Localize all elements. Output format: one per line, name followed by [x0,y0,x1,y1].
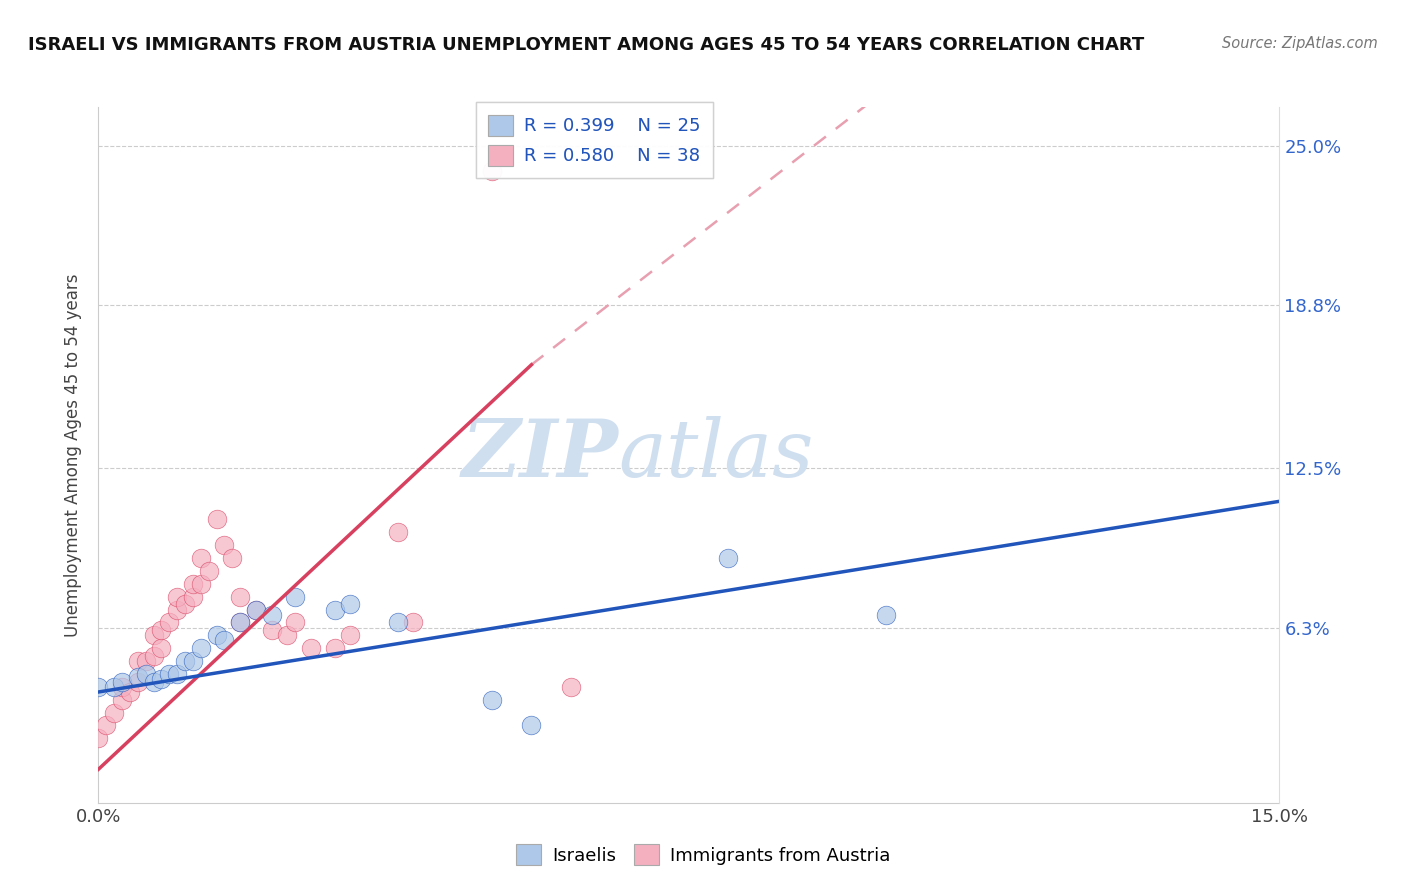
Point [229,615,252,630]
Point [205,628,228,642]
Point [166,590,188,604]
Point [190,576,212,591]
Point [87,731,110,746]
Point [127,669,149,683]
Point [323,602,346,616]
Point [150,623,173,637]
Point [157,615,180,630]
Point [214,538,236,552]
Point [111,692,134,706]
Text: Source: ZipAtlas.com: Source: ZipAtlas.com [1222,36,1378,51]
Point [127,654,149,668]
Point [481,164,503,178]
Point [260,623,283,637]
Point [284,590,307,604]
Y-axis label: Unemployment Among Ages 45 to 54 years: Unemployment Among Ages 45 to 54 years [65,273,83,637]
Point [481,692,503,706]
Point [181,590,204,604]
Point [181,654,204,668]
Point [150,672,173,686]
Point [520,718,543,732]
Point [157,667,180,681]
Point [111,674,134,689]
Point [190,641,212,656]
Point [387,525,409,540]
Point [717,551,740,566]
Point [229,590,252,604]
Point [276,628,298,642]
Point [142,628,165,642]
Point [111,680,134,694]
Point [142,648,165,663]
Point [245,602,267,616]
Point [387,615,409,630]
Point [214,633,236,648]
Point [96,718,118,732]
Point [402,615,425,630]
Point [245,602,267,616]
Point [560,680,582,694]
Point [284,615,307,630]
Point [135,667,157,681]
Legend: R = 0.399    N = 25, R = 0.580    N = 38: R = 0.399 N = 25, R = 0.580 N = 38 [475,103,713,178]
Point [205,512,228,526]
Point [221,551,243,566]
Point [260,607,283,622]
Point [323,641,346,656]
Point [166,667,188,681]
Point [103,706,125,720]
Point [103,680,125,694]
Point [142,674,165,689]
Point [150,641,173,656]
Point [339,628,361,642]
Point [127,674,149,689]
Point [339,598,361,612]
Point [190,551,212,566]
Text: atlas: atlas [619,417,814,493]
Point [166,602,188,616]
Point [181,576,204,591]
Text: ISRAELI VS IMMIGRANTS FROM AUSTRIA UNEMPLOYMENT AMONG AGES 45 TO 54 YEARS CORREL: ISRAELI VS IMMIGRANTS FROM AUSTRIA UNEMP… [28,36,1144,54]
Point [875,607,897,622]
Legend: Israelis, Immigrants from Austria: Israelis, Immigrants from Austria [506,835,900,874]
Point [118,685,141,699]
Point [87,680,110,694]
Text: ZIP: ZIP [461,417,619,493]
Point [174,598,197,612]
Point [135,654,157,668]
Point [174,654,197,668]
Point [229,615,252,630]
Point [299,641,322,656]
Point [197,564,219,578]
